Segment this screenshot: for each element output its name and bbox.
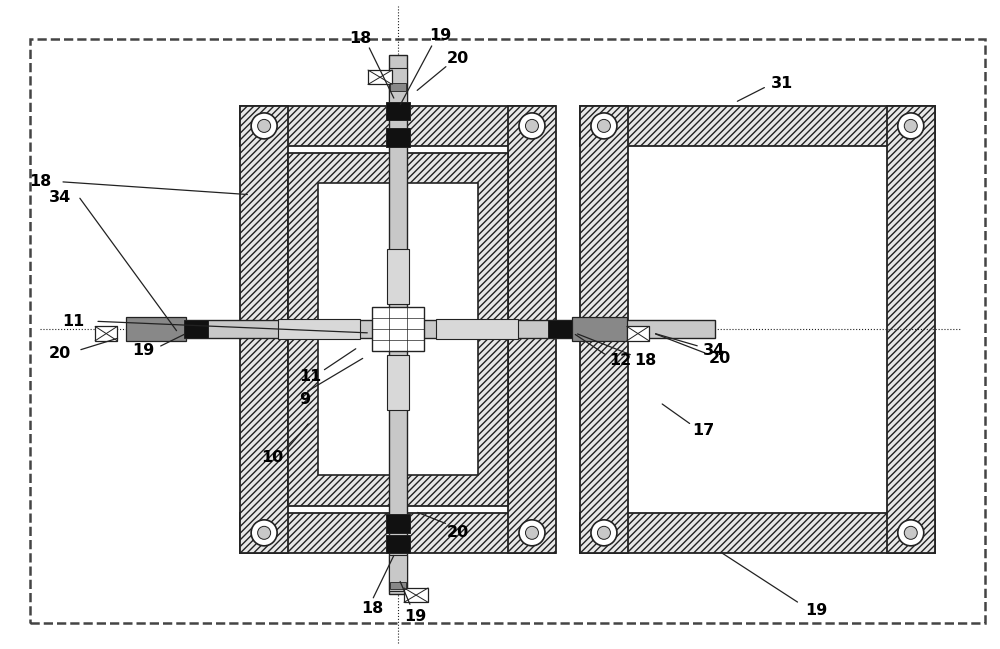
Text: 20: 20 [49,346,71,361]
Circle shape [525,526,538,539]
Text: 11: 11 [62,313,84,329]
Circle shape [258,526,271,539]
Bar [387,249,409,304]
Text: 19: 19 [429,28,451,43]
Bar [572,317,627,341]
Text: 9: 9 [300,391,311,407]
Bar [184,320,208,338]
Text: 20: 20 [447,524,469,540]
Text: 34: 34 [703,343,725,358]
Circle shape [519,520,545,546]
Text: 18: 18 [29,174,51,190]
Circle shape [251,520,277,546]
Circle shape [591,113,617,139]
Bar [318,183,478,475]
Text: 31: 31 [771,75,793,91]
Text: 18: 18 [361,601,383,617]
Bar [386,514,410,533]
Bar [390,83,406,91]
Bar [887,106,935,553]
Bar [240,513,555,553]
Circle shape [525,119,538,132]
Bar [390,582,406,589]
Bar [240,106,555,146]
Bar [387,355,409,410]
Text: 18: 18 [634,352,656,368]
Bar [386,535,410,553]
Circle shape [258,119,271,132]
Bar [580,106,935,146]
Text: 17: 17 [692,423,714,439]
Circle shape [904,526,917,539]
Bar [508,106,556,553]
Bar [627,326,649,341]
Text: 11: 11 [299,369,321,384]
Bar [288,153,508,506]
Circle shape [898,520,924,546]
Text: 10: 10 [261,450,283,465]
Text: 19: 19 [404,609,426,624]
Bar [404,588,428,602]
Text: 19: 19 [805,602,827,618]
Circle shape [251,113,277,139]
Text: 12: 12 [609,352,631,368]
Bar [278,319,360,339]
Circle shape [898,113,924,139]
Circle shape [519,113,545,139]
Bar [386,128,410,147]
Bar [389,55,407,594]
Text: 20: 20 [709,350,731,366]
Text: 34: 34 [49,190,71,206]
Bar [372,307,424,351]
Bar [368,70,392,84]
Bar [389,68,407,104]
Circle shape [597,119,610,132]
Bar [386,102,410,120]
Circle shape [597,526,610,539]
Bar [548,320,572,338]
Bar [580,106,628,553]
Bar [389,555,407,591]
Text: 20: 20 [447,51,469,66]
Bar [240,106,288,553]
Bar [436,319,518,339]
Text: 19: 19 [132,343,154,358]
Circle shape [904,119,917,132]
Bar [155,320,715,338]
Bar [95,326,117,341]
Text: 18: 18 [349,31,371,47]
Bar [580,513,935,553]
Bar [126,317,186,341]
Circle shape [591,520,617,546]
